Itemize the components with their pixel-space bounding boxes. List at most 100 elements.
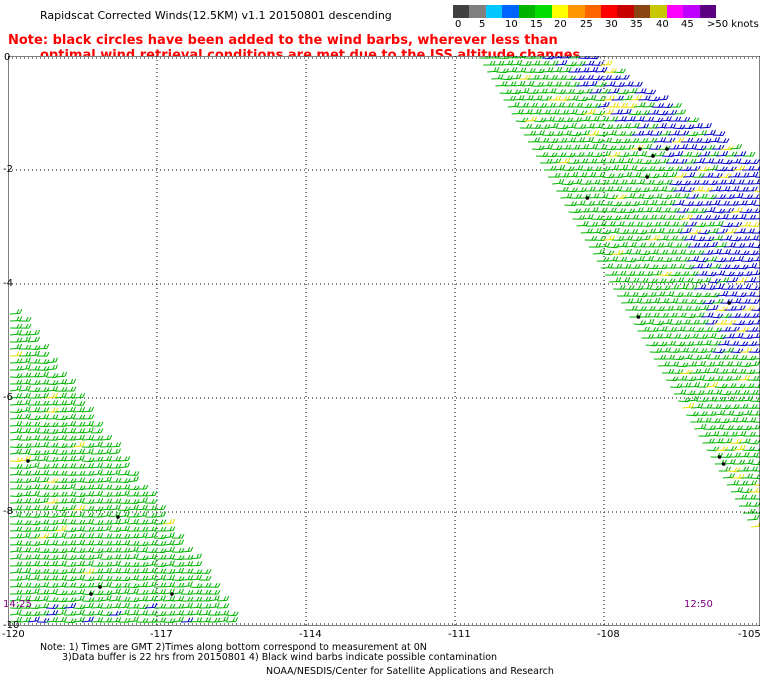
wind-barb — [18, 385, 31, 392]
wind-barb — [27, 421, 41, 427]
wind-barb — [721, 459, 736, 466]
wind-barb — [717, 200, 730, 206]
wind-barb — [576, 144, 590, 150]
wind-barb — [54, 392, 67, 399]
wind-barb — [753, 344, 760, 346]
wind-barb — [632, 116, 645, 122]
wind-barb — [715, 228, 729, 234]
wind-barb — [733, 444, 746, 451]
wind-barb — [503, 95, 516, 101]
swath-east — [479, 56, 760, 528]
wind-barb — [90, 428, 104, 434]
wind-barb — [585, 80, 598, 87]
wind-barb — [72, 414, 86, 420]
wind-barb — [708, 263, 722, 269]
wind-barb — [609, 277, 622, 283]
wind-barb — [627, 122, 640, 129]
wind-barb — [63, 386, 77, 392]
legend-swatch — [551, 5, 569, 18]
wind-barb — [63, 442, 77, 448]
wind-barb — [577, 130, 591, 136]
wind-barb — [591, 123, 604, 129]
wind-barb — [644, 214, 657, 220]
wind-barb — [567, 144, 581, 150]
wind-barb — [668, 193, 681, 199]
wind-barb — [676, 284, 689, 290]
wind-barb — [692, 375, 706, 381]
wind-barb — [621, 157, 634, 164]
wind-barb — [81, 414, 95, 420]
wind-barb — [630, 81, 643, 87]
wind-barb — [582, 60, 595, 66]
wind-barb — [9, 343, 23, 350]
wind-barb — [700, 186, 713, 192]
wind-barb — [740, 409, 753, 416]
wind-barb — [602, 95, 615, 101]
wind-barb — [632, 193, 645, 199]
wind-barb — [716, 354, 730, 360]
wind-barb — [680, 354, 693, 360]
wind-barb — [640, 130, 654, 136]
wind-barb — [733, 165, 746, 171]
wind-barb — [733, 305, 746, 311]
wind-barb — [570, 102, 584, 108]
wind-barb — [662, 137, 676, 143]
wind-barb — [576, 220, 589, 227]
wind-barb — [578, 115, 591, 122]
wind-barb — [549, 81, 562, 87]
wind-barb — [665, 235, 679, 241]
wind-barb — [716, 214, 729, 220]
wind-barb — [536, 137, 550, 143]
wind-barb — [703, 347, 717, 353]
wind-barb — [81, 406, 95, 413]
wind-barb — [611, 95, 624, 101]
wind-barb — [540, 143, 554, 150]
wind-barb — [755, 456, 760, 458]
plot-title: Rapidscat Corrected Winds(12.5KM) v1.1 2… — [40, 9, 392, 22]
lat-lon-grid — [8, 56, 760, 626]
wind-barb — [696, 319, 709, 325]
wind-barb — [701, 312, 714, 318]
wind-barb — [744, 277, 757, 283]
flag-dot — [717, 455, 722, 459]
wind-barb — [27, 358, 41, 364]
wind-barb — [706, 165, 719, 171]
wind-barb — [748, 285, 760, 291]
wind-barb — [592, 186, 605, 192]
wind-barb — [45, 364, 58, 371]
wind-barb — [651, 151, 666, 158]
wind-barb — [687, 242, 701, 248]
wind-barb — [596, 116, 610, 122]
wind-barb — [619, 186, 632, 192]
wind-barb — [714, 179, 727, 185]
wind-barb — [733, 151, 747, 157]
wind-barb — [598, 88, 611, 94]
wind-barb — [709, 186, 722, 192]
legend-labels: 0 5 10 15 20 25 30 35 40 45 >50 knots — [453, 19, 760, 33]
legend-swatch — [535, 5, 552, 18]
wind-barb — [549, 158, 562, 164]
wind-barb — [669, 242, 683, 248]
wind-barb — [527, 74, 540, 80]
wind-barb — [63, 420, 77, 427]
wind-barb — [723, 242, 737, 248]
wind-barb — [714, 396, 727, 402]
wind-barb — [9, 434, 23, 441]
wind-barb — [726, 480, 740, 486]
wind-barb — [576, 81, 589, 87]
wind-barb — [18, 336, 31, 343]
lon-label: -114 — [299, 629, 322, 640]
flag-dot — [651, 154, 655, 158]
wind-barb — [580, 228, 593, 234]
wind-barb — [727, 298, 742, 305]
wind-barb — [36, 435, 50, 441]
wind-barb — [630, 158, 643, 164]
wind-barb — [742, 305, 755, 311]
wind-barb — [735, 277, 748, 283]
wind-barb — [755, 176, 760, 179]
wind-barb — [36, 371, 49, 378]
wind-barb — [552, 102, 565, 108]
wind-barb — [720, 361, 734, 367]
legend-swatch — [600, 5, 618, 18]
wind-barb — [705, 319, 718, 325]
